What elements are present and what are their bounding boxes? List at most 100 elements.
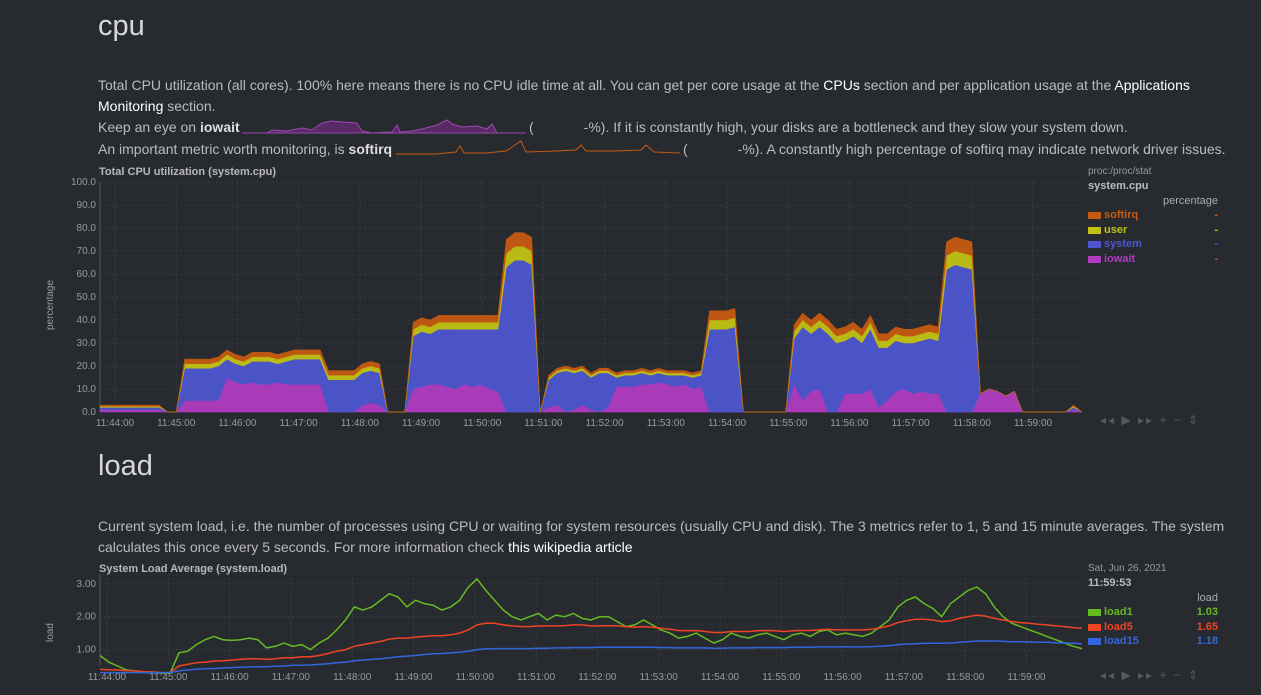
cpu-xtick-label: 11:45:00 bbox=[157, 418, 196, 429]
load-xtick-label: 11:58:00 bbox=[946, 672, 985, 683]
cpu-legend-swatch bbox=[1088, 226, 1101, 234]
cpu-ytick-label: 20.0 bbox=[77, 361, 97, 372]
cpus-link[interactable]: CPUs bbox=[823, 77, 860, 93]
cpu-legend-name: system bbox=[1104, 238, 1142, 250]
load-chart[interactable]: 3.00 2.00 1.00 11:44:00 11:45:00 11:46:00 11:4… bbox=[60, 572, 1090, 695]
cpu-ytick-label: 50.0 bbox=[77, 292, 97, 303]
cpu-chart[interactable]: 100.0 90.0 80.0 70.0 60.0 50.0 40.0 30.0 20.0 10.… bbox=[60, 176, 1090, 434]
load-series-load1 bbox=[99, 577, 1083, 674]
cpu-xtick-label: 11:53:00 bbox=[647, 418, 686, 429]
load-series-load15 bbox=[100, 640, 1083, 674]
iowait-pre-text: Keep an eye on bbox=[98, 119, 200, 135]
monitoring-link[interactable]: Monitoring bbox=[98, 98, 164, 114]
softirq-line: An important metric worth monitoring, is… bbox=[98, 139, 392, 160]
cpu-ytick-label: 90.0 bbox=[77, 200, 97, 211]
cpu-ytick-label: 0.0 bbox=[82, 407, 96, 418]
iowait-label: iowait bbox=[199, 119, 240, 135]
cpu-legend-name: softirq bbox=[1104, 209, 1139, 221]
cpu-xtick-label: 11:52:00 bbox=[586, 418, 625, 429]
load-chart-controls[interactable]: ◂◂ ▶ ▸▸ + − ⇕ bbox=[1100, 668, 1201, 682]
cpu-xtick-label: 11:48:00 bbox=[341, 418, 380, 429]
load-xtick-label: 11:54:00 bbox=[701, 672, 740, 683]
wikipedia-link[interactable]: this wikipedia article bbox=[508, 539, 633, 555]
cpu-xtick-label: 11:51:00 bbox=[524, 418, 563, 429]
load-ytick-label: 1.00 bbox=[77, 645, 97, 656]
load-legend-name: load15 bbox=[1104, 635, 1139, 647]
softirq-value-line: ( -%). A constantly high percentage of so… bbox=[683, 139, 1226, 160]
cpu-legend-value: - bbox=[1214, 252, 1218, 265]
load-xtick-label: 11:48:00 bbox=[333, 672, 372, 683]
load-legend-name: load5 bbox=[1104, 620, 1133, 633]
load-legend-swatch bbox=[1088, 638, 1101, 645]
cpu-ytick-label: 10.0 bbox=[77, 384, 97, 395]
iowait-paren: ( bbox=[529, 119, 534, 135]
cpu-legend-item-system[interactable]: system - bbox=[1088, 238, 1218, 252]
load-legend-item-load15[interactable]: load15 1.18 bbox=[1088, 635, 1218, 649]
applications-link[interactable]: Applications bbox=[1114, 77, 1190, 93]
cpu-legend-source: proc:/proc/stat bbox=[1088, 166, 1152, 177]
cpu-legend-swatch bbox=[1088, 241, 1101, 248]
cpu-chart-controls[interactable]: ◂◂ ▶ ▸▸ + − ⇕ bbox=[1100, 413, 1201, 427]
cpu-xtick-label: 11:54:00 bbox=[708, 418, 747, 429]
cpu-ytick-label: 100.0 bbox=[71, 177, 96, 188]
load-legend-date: Sat, Jun 26, 2021 bbox=[1088, 563, 1167, 574]
cpu-xtick-label: 11:59:00 bbox=[1014, 418, 1053, 429]
load-xtick-label: 11:57:00 bbox=[885, 672, 924, 683]
load-desc-text: Current system load, i.e. the number of … bbox=[98, 518, 1225, 534]
cpu-legend-value: - bbox=[1214, 209, 1218, 221]
cpu-series-softirq bbox=[99, 232, 1083, 413]
cpu-xtick-label: 11:57:00 bbox=[892, 418, 931, 429]
softirq-label: softirq bbox=[348, 141, 393, 157]
load-xtick-label: 11:45:00 bbox=[149, 672, 188, 683]
cpu-legend-name: user bbox=[1104, 223, 1128, 236]
cpu-ytick-label: 40.0 bbox=[77, 315, 97, 326]
cpu-legend-item-softirq[interactable]: softirq - bbox=[1088, 209, 1218, 223]
load-chart-title: System Load Average (system.load) bbox=[99, 563, 288, 575]
cpu-chart-ylabel: percentage bbox=[45, 279, 56, 330]
iowait-sparkline[interactable] bbox=[242, 115, 526, 135]
cpu-xtick-label: 11:56:00 bbox=[830, 418, 869, 429]
cpu-ytick-label: 70.0 bbox=[77, 246, 97, 257]
cpu-description: Total CPU utilization (all cores). 100% … bbox=[98, 75, 1228, 117]
load-legend-item-load5[interactable]: load5 1.65 bbox=[1088, 621, 1218, 635]
load-xtick-label: 11:51:00 bbox=[517, 672, 556, 683]
cpu-desc-text: Total CPU utilization (all cores). 100% … bbox=[98, 77, 824, 93]
cpu-xtick-label: 11:44:00 bbox=[96, 418, 135, 429]
load-legend-swatch bbox=[1088, 623, 1101, 631]
load-desc-text-2: calculates this once every 5 seconds. Fo… bbox=[98, 539, 509, 555]
load-legend-name: load1 bbox=[1104, 606, 1133, 618]
load-xtick-label: 11:46:00 bbox=[211, 672, 250, 683]
cpu-legend-name: iowait bbox=[1104, 252, 1136, 265]
load-xtick-label: 11:47:00 bbox=[272, 672, 311, 683]
cpu-xtick-label: 11:55:00 bbox=[769, 418, 808, 429]
load-xtick-label: 11:53:00 bbox=[640, 672, 679, 683]
softirq-pre-text: An important metric worth monitoring, is bbox=[98, 141, 349, 157]
cpu-legend-swatch bbox=[1088, 255, 1101, 263]
cpu-xtick-label: 11:47:00 bbox=[280, 418, 319, 429]
cpu-legend-item-iowait[interactable]: iowait - bbox=[1088, 253, 1218, 267]
load-xtick-label: 11:49:00 bbox=[394, 672, 433, 683]
cpu-legend: proc:/proc/stat system.cpu percentage so… bbox=[1088, 166, 1218, 276]
load-ytick-label: 3.00 bbox=[77, 579, 97, 590]
load-legend-units: load bbox=[1197, 592, 1218, 604]
load-description: Current system load, i.e. the number of … bbox=[98, 516, 1238, 558]
cpu-legend-value: - bbox=[1214, 238, 1218, 250]
softirq-paren: ( bbox=[683, 141, 688, 157]
load-xtick-label: 11:59:00 bbox=[1007, 672, 1046, 683]
cpu-legend-value: - bbox=[1214, 223, 1218, 236]
load-legend-item-load1[interactable]: load1 1.03 bbox=[1088, 606, 1218, 620]
load-section-title: load bbox=[98, 450, 153, 482]
cpu-legend-chart-id: system.cpu bbox=[1088, 180, 1149, 192]
load-legend-value: 1.03 bbox=[1196, 606, 1218, 618]
cpu-legend-item-user[interactable]: user - bbox=[1088, 224, 1218, 238]
cpu-desc-text-2: section and per application usage at the bbox=[859, 77, 1115, 93]
iowait-sparkline-area bbox=[242, 119, 526, 134]
softirq-sparkline[interactable] bbox=[396, 137, 680, 157]
cpu-section-title: cpu bbox=[98, 10, 145, 42]
load-legend-value: 1.18 bbox=[1196, 635, 1218, 647]
iowait-line: Keep an eye on iowait bbox=[98, 117, 1228, 138]
cpu-legend-swatch bbox=[1088, 212, 1101, 219]
iowait-post-text: -%). If it is constantly high, your disk… bbox=[583, 119, 1128, 135]
softirq-post-text: -%). A constantly high percentage of sof… bbox=[737, 141, 1226, 157]
load-xtick-label: 11:44:00 bbox=[88, 672, 127, 683]
